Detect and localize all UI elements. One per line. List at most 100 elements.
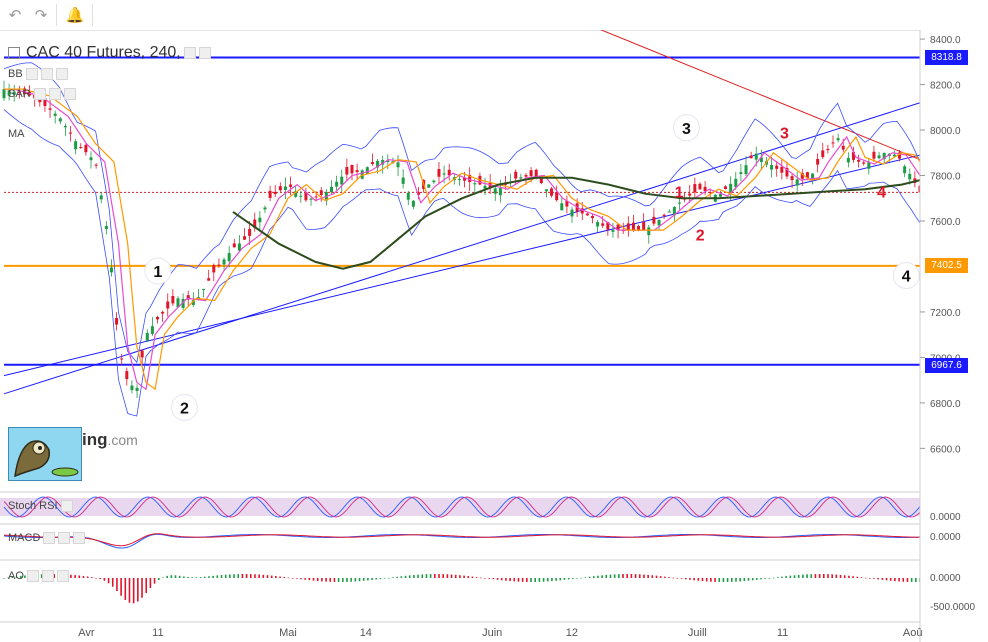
- ao-bar: [822, 574, 825, 578]
- price-badge-top: 8318.8: [925, 50, 968, 65]
- eye-icon[interactable]: [25, 68, 38, 81]
- ao-bar: [203, 576, 206, 578]
- settings-icon[interactable]: [58, 532, 71, 545]
- close-icon[interactable]: [56, 570, 69, 583]
- close-icon[interactable]: [73, 532, 86, 545]
- ao-bar: [638, 574, 641, 578]
- ao-bar: [626, 574, 629, 578]
- eye-icon[interactable]: [43, 532, 56, 545]
- candle-body: [524, 175, 528, 177]
- candle-body: [401, 177, 405, 184]
- time-axis[interactable]: Avr 11 Mai 14 Juin 12 Juill 11 Aoû: [78, 627, 922, 639]
- candle-body: [775, 165, 779, 169]
- collapse-icon[interactable]: [8, 46, 20, 59]
- ao-bar: [597, 575, 599, 578]
- ao-bar: [710, 578, 712, 582]
- ao-bar: [379, 578, 382, 579]
- ao-bar: [793, 575, 796, 578]
- undo-icon[interactable]: ↶: [8, 6, 22, 24]
- candle-body: [570, 209, 574, 217]
- eye-icon[interactable]: [33, 88, 46, 101]
- slow-ma-line: [4, 88, 921, 391]
- candle-body: [698, 183, 702, 190]
- candle-body: [186, 295, 190, 300]
- ao-bar: [291, 578, 294, 579]
- ao-bar: [622, 574, 624, 578]
- candle-body: [805, 172, 809, 179]
- wave-label: 1: [153, 264, 162, 281]
- candle-body: [831, 142, 835, 144]
- candle-body: [350, 164, 354, 174]
- ao-bar: [789, 575, 792, 578]
- settings-icon[interactable]: [41, 570, 54, 583]
- indicator-sar[interactable]: SAR: [8, 88, 76, 101]
- ao-bar: [367, 578, 369, 581]
- add-alert-icon[interactable]: 🔔: [65, 6, 85, 24]
- ao-bar: [818, 574, 821, 578]
- candle-body: [908, 173, 912, 180]
- ao-bar: [128, 578, 131, 603]
- indicator-ma[interactable]: MA: [8, 128, 25, 140]
- ao-bar: [346, 578, 348, 582]
- ao-bar: [743, 578, 746, 582]
- candle-body: [345, 166, 349, 175]
- ao-bar: [915, 578, 917, 582]
- candle-body: [442, 173, 446, 175]
- long-ma-line: [232, 176, 921, 270]
- candle-body: [135, 387, 139, 391]
- pane-ao[interactable]: AO: [8, 570, 69, 583]
- candle-body: [519, 177, 523, 179]
- ao-bar: [304, 578, 306, 580]
- ao-bar: [672, 577, 675, 579]
- candle-body: [191, 300, 195, 305]
- eye-icon[interactable]: [183, 46, 196, 59]
- ao-bar: [475, 577, 478, 578]
- candle-body: [846, 157, 850, 163]
- bollinger-lower-band: [3, 109, 921, 417]
- ao-bar: [408, 575, 411, 578]
- ao-bar: [567, 578, 570, 580]
- pane-macd[interactable]: MACD: [8, 532, 86, 545]
- candle-body: [631, 222, 635, 231]
- eye-icon[interactable]: [60, 500, 73, 513]
- redo-icon[interactable]: ↷: [34, 6, 48, 24]
- candle-body: [816, 158, 820, 165]
- pane-stoch-rsi[interactable]: Stoch RSI: [8, 500, 73, 513]
- ao-bar: [11, 576, 14, 578]
- close-icon[interactable]: [63, 88, 76, 101]
- symbol-title[interactable]: CAC 40 Futures, 240,: [8, 44, 211, 62]
- candle-body: [386, 160, 390, 163]
- candle-body: [529, 170, 533, 177]
- eye-icon[interactable]: [26, 570, 39, 583]
- ao-bar: [806, 574, 808, 578]
- ao-bar: [906, 578, 909, 582]
- ao-bar: [655, 575, 658, 578]
- candle-body: [253, 219, 257, 228]
- ao-bar: [329, 578, 332, 582]
- ao-bar: [513, 578, 516, 582]
- candle-body: [724, 186, 728, 189]
- ao-bar: [772, 577, 775, 579]
- settings-icon[interactable]: [40, 68, 53, 81]
- close-icon[interactable]: [55, 68, 68, 81]
- channel-upper-line: [3, 102, 921, 395]
- time-tick-label: Aoû: [903, 627, 923, 639]
- ao-bar: [889, 578, 892, 581]
- price-axis[interactable]: 8400.08200.08000.07800.07600.07200.07000…: [919, 30, 988, 642]
- settings-icon[interactable]: [48, 88, 61, 101]
- candle-body: [739, 172, 743, 174]
- candle-body: [299, 195, 303, 197]
- macd-axis-label: 0.0000: [930, 532, 961, 543]
- candle-body: [754, 153, 758, 160]
- candle-body: [381, 159, 385, 165]
- price-tick-label: 8000.0: [930, 126, 961, 137]
- candle-body: [396, 162, 400, 168]
- candle-body: [473, 183, 477, 185]
- settings-icon[interactable]: [198, 46, 211, 59]
- ao-bar: [333, 578, 336, 582]
- candle-body: [498, 188, 502, 196]
- ao-bar: [588, 576, 591, 578]
- indicator-bb[interactable]: BB: [8, 68, 68, 81]
- ao-bar: [70, 574, 72, 578]
